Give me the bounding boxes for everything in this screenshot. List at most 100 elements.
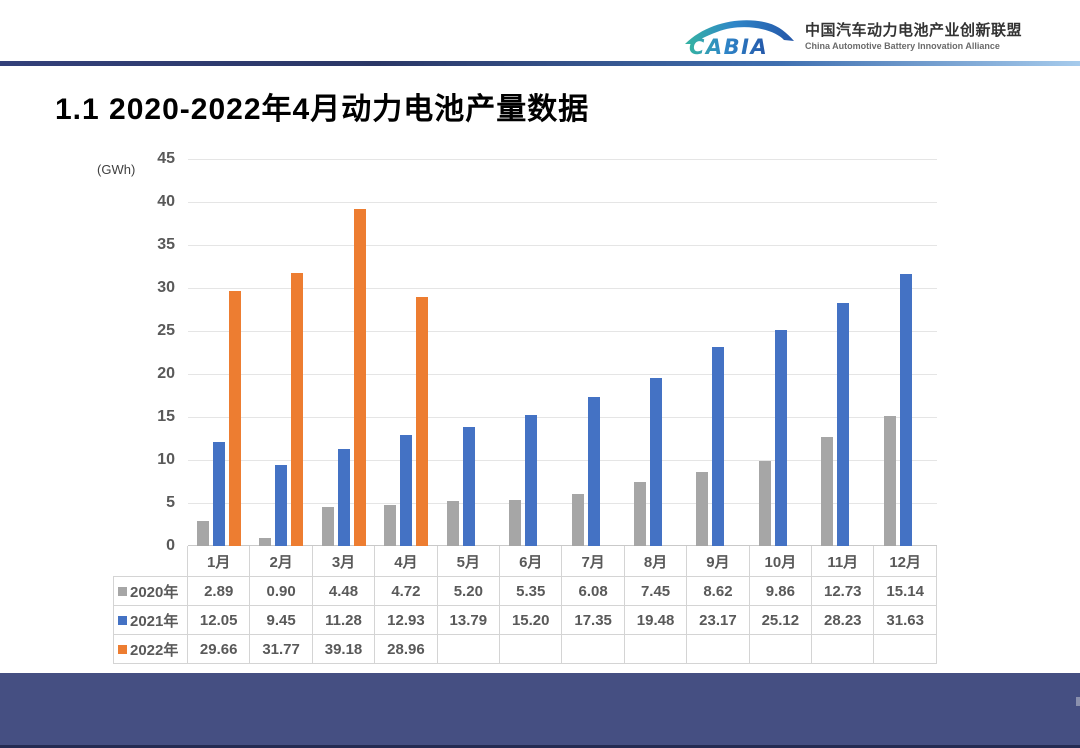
gridline-5	[188, 503, 937, 504]
bar-2020年-m7	[571, 493, 584, 546]
bar-2021年-m1	[213, 442, 225, 546]
footer-bottom-strip	[0, 745, 1080, 748]
logo-title-cn: 中国汽车动力电池产业创新联盟	[804, 22, 1022, 39]
value-cell-2020年-m3: 4.48	[312, 577, 376, 606]
legend-swatch-2021年	[118, 615, 127, 625]
value-cell-2020年-m10: 9.86	[749, 577, 813, 606]
gridline-40	[188, 202, 937, 203]
bar-2021年-m9	[712, 346, 725, 546]
value-cell-2021年-m8: 19.48	[624, 606, 688, 635]
logo-subtitle-en: China Automotive Battery Innovation Alli…	[804, 41, 1000, 51]
value-cell-2021年-m1: 12.05	[188, 606, 251, 635]
gridline-25	[188, 331, 937, 332]
value-cell-2021年-m3: 11.28	[312, 606, 376, 635]
y-axis: 0 5 10 15 20 25 30 35 40 45	[130, 150, 175, 554]
value-cell-2020年-m5: 5.20	[437, 577, 501, 606]
series-label-2020年: 2020年	[113, 577, 188, 606]
chart-plot	[188, 159, 937, 546]
bar-2021年-m5	[462, 427, 475, 546]
value-cell-2021年-m11: 28.23	[812, 606, 875, 635]
value-cell-2021年-m2: 9.45	[250, 606, 313, 635]
y-tick-30: 30	[157, 279, 175, 296]
gridline-20	[188, 374, 937, 375]
y-tick-40: 40	[157, 193, 175, 210]
value-cell-2021年-m7: 17.35	[562, 606, 625, 635]
logo-brand-text: CABIA	[689, 35, 768, 56]
series-name-text: 2022年	[130, 641, 179, 659]
bar-2020年-m10	[758, 461, 771, 546]
car-roof-swoosh	[684, 20, 794, 44]
page-edge-notch	[1076, 697, 1080, 706]
month-header-6: 6月	[500, 546, 563, 577]
bar-2021年-m3	[337, 448, 350, 546]
y-tick-10: 10	[157, 451, 175, 468]
value-cell-2020年-m8: 7.45	[624, 577, 688, 606]
value-cell-2021年-m10: 25.12	[749, 606, 813, 635]
bar-2021年-m11	[837, 303, 850, 546]
value-cell-2021年-m4: 12.93	[375, 606, 438, 635]
value-cell-2022年-m4: 28.96	[375, 635, 438, 664]
bar-2020年-m2	[259, 538, 272, 546]
value-cell-2020年-m9: 8.62	[687, 577, 750, 606]
bar-2020年-m3	[321, 507, 334, 546]
series-name-text: 2021年	[130, 612, 179, 630]
month-header-7: 7月	[562, 546, 625, 577]
bar-2021年-m12	[899, 273, 912, 546]
value-cell-2022年-m11	[812, 635, 875, 664]
series-name-text: 2020年	[130, 583, 179, 601]
value-cell-2022年-m2: 31.77	[250, 635, 313, 664]
bar-2022年-m1	[229, 290, 241, 546]
y-tick-35: 35	[157, 236, 175, 253]
value-cell-2022年-m3: 39.18	[312, 635, 376, 664]
bar-2021年-m8	[649, 378, 662, 546]
bar-2020年-m12	[883, 415, 896, 546]
logo: CABIA 中国汽车动力电池产业创新联盟 China Automotive Ba…	[683, 14, 1022, 56]
bar-2020年-m6	[509, 499, 522, 546]
month-header-2: 2月	[250, 546, 313, 577]
month-header-8: 8月	[624, 546, 688, 577]
value-cell-2020年-m1: 2.89	[188, 577, 251, 606]
y-tick-45: 45	[157, 150, 175, 167]
month-header-3: 3月	[312, 546, 376, 577]
footer-bar	[0, 673, 1080, 745]
header-divider	[0, 61, 1080, 66]
bar-2021年-m7	[587, 396, 600, 546]
value-cell-2021年-m5: 13.79	[437, 606, 501, 635]
value-cell-2022年-m1: 29.66	[188, 635, 251, 664]
page-title: 1.1 2020-2022年4月动力电池产量数据	[55, 93, 590, 126]
value-cell-2022年-m6	[500, 635, 563, 664]
value-cell-2022年-m12	[874, 635, 937, 664]
month-header-11: 11月	[812, 546, 875, 577]
gridline-15	[188, 417, 937, 418]
table-corner-cell	[113, 546, 188, 577]
gridline-30	[188, 288, 937, 289]
bar-2020年-m4	[384, 505, 397, 546]
value-cell-2022年-m5	[437, 635, 501, 664]
bar-2022年-m4	[416, 296, 429, 546]
month-header-4: 4月	[375, 546, 438, 577]
y-tick-0: 0	[166, 537, 175, 554]
bar-2021年-m6	[525, 415, 538, 546]
y-tick-25: 25	[157, 322, 175, 339]
value-cell-2021年-m9: 23.17	[687, 606, 750, 635]
value-cell-2020年-m6: 5.35	[500, 577, 563, 606]
value-cell-2020年-m2: 0.90	[250, 577, 313, 606]
bar-2021年-m4	[400, 434, 413, 546]
gridline-10	[188, 460, 937, 461]
value-cell-2021年-m12: 31.63	[874, 606, 937, 635]
cabia-logo-icon: CABIA	[684, 20, 794, 56]
value-cell-2022年-m10	[749, 635, 813, 664]
month-header-5: 5月	[437, 546, 501, 577]
gridline-45	[188, 159, 937, 160]
month-header-9: 9月	[687, 546, 750, 577]
series-label-2021年: 2021年	[113, 606, 188, 635]
bar-2021年-m10	[774, 329, 787, 546]
gridline-35	[188, 245, 937, 246]
month-header-12: 12月	[874, 546, 937, 577]
value-cell-2020年-m12: 15.14	[874, 577, 937, 606]
month-header-1: 1月	[188, 546, 251, 577]
month-header-10: 10月	[749, 546, 813, 577]
logo-text-block: 中国汽车动力电池产业创新联盟 China Automotive Battery …	[805, 19, 1022, 51]
y-tick-5: 5	[166, 494, 175, 511]
